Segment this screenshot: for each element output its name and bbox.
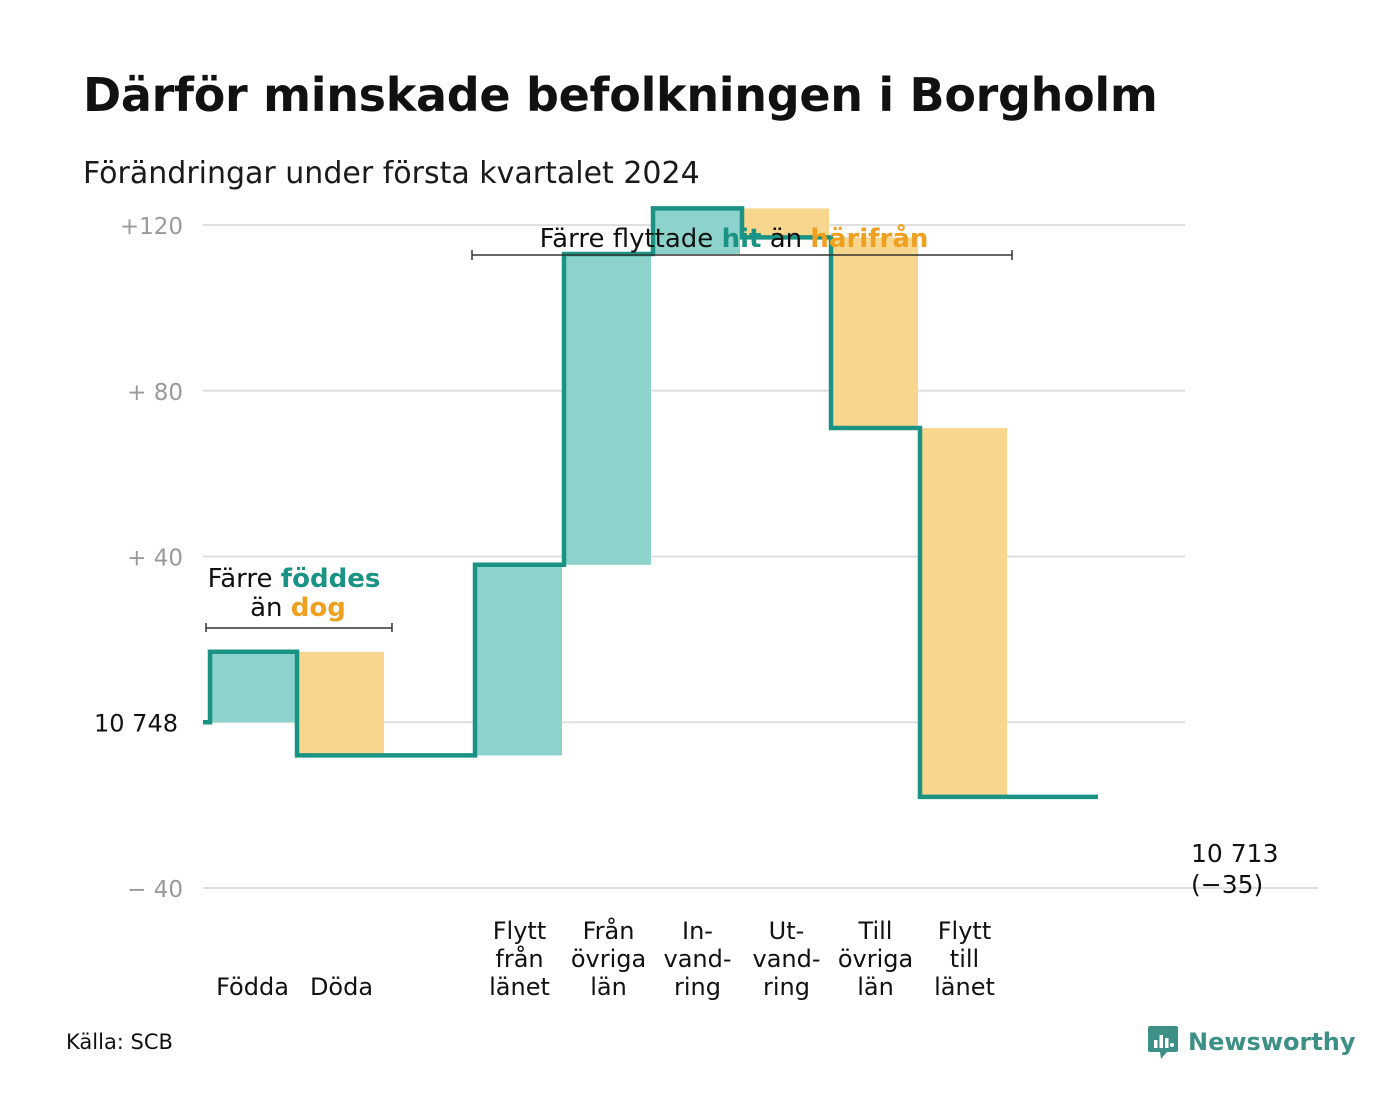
category-label: övriga xyxy=(571,945,646,973)
category-label: ring xyxy=(763,973,810,1001)
waterfall-bar xyxy=(744,208,829,238)
newsworthy-logo[interactable]: Newsworthy xyxy=(1147,1024,1356,1060)
births-deaths-annotation: än dog xyxy=(250,593,346,623)
newsworthy-logo-icon xyxy=(1148,1026,1178,1059)
migration-annotation: Färre flyttade hit än härifrån xyxy=(540,222,929,254)
category-label: Flytt xyxy=(938,917,992,945)
start-value-label: 10 748 xyxy=(94,709,178,737)
end-change-label: (−35) xyxy=(1191,870,1263,899)
waterfall-bar xyxy=(655,208,740,255)
category-label: länet xyxy=(489,973,550,1001)
newsworthy-logo-text: Newsworthy xyxy=(1188,1028,1356,1056)
category-label: övriga xyxy=(838,945,913,973)
waterfall-bar xyxy=(299,651,384,756)
y-tick-label: +120 xyxy=(120,214,183,240)
chart-title: Därför minskade befolkningen i Borgholm xyxy=(83,68,1158,122)
annotation-span: härifrån xyxy=(810,222,928,254)
category-label: vand- xyxy=(663,945,731,973)
chart-subtitle: Förändringar under första kvartalet 2024 xyxy=(83,156,700,191)
category-label: Födda xyxy=(216,973,289,1001)
end-value-label: 10 713 xyxy=(1191,839,1278,868)
annotation-span: dog xyxy=(291,593,346,623)
waterfall-bar xyxy=(922,428,1007,797)
waterfall-bar xyxy=(210,651,295,723)
category-label: Från xyxy=(583,916,635,945)
annotation-span: än xyxy=(761,224,810,254)
category-label: Till xyxy=(858,917,893,945)
category-label: län xyxy=(857,973,894,1001)
annotation-span: Färre xyxy=(208,564,281,594)
annotation-span: föddes xyxy=(281,564,381,594)
category-label: län xyxy=(590,973,627,1001)
annotation-span: Färre flyttade xyxy=(540,224,722,254)
category-label: till xyxy=(950,945,979,973)
y-tick-label: − 40 xyxy=(127,877,183,903)
y-tick-label: + 40 xyxy=(127,546,183,572)
category-label: från xyxy=(495,944,543,973)
waterfall-bar xyxy=(477,564,562,756)
y-tick-label: + 80 xyxy=(127,380,183,406)
cumulative-step-line xyxy=(203,206,1098,800)
source-note: Källa: SCB xyxy=(66,1030,173,1054)
category-label: In- xyxy=(682,917,713,945)
births-deaths-annotation: Färre föddes xyxy=(208,564,381,594)
annotation-span: än xyxy=(250,593,291,623)
category-label: Döda xyxy=(310,973,373,1001)
category-label: Flytt xyxy=(493,917,547,945)
annotation-bracket xyxy=(205,623,393,632)
category-label: vand- xyxy=(752,945,820,973)
waterfall-bar xyxy=(833,237,918,429)
annotation-span: hit xyxy=(722,224,762,254)
category-label: Ut- xyxy=(769,917,805,945)
annotation-bracket xyxy=(471,250,1013,260)
waterfall-bar xyxy=(566,254,651,565)
category-label: ring xyxy=(674,973,721,1001)
category-label: länet xyxy=(934,973,995,1001)
